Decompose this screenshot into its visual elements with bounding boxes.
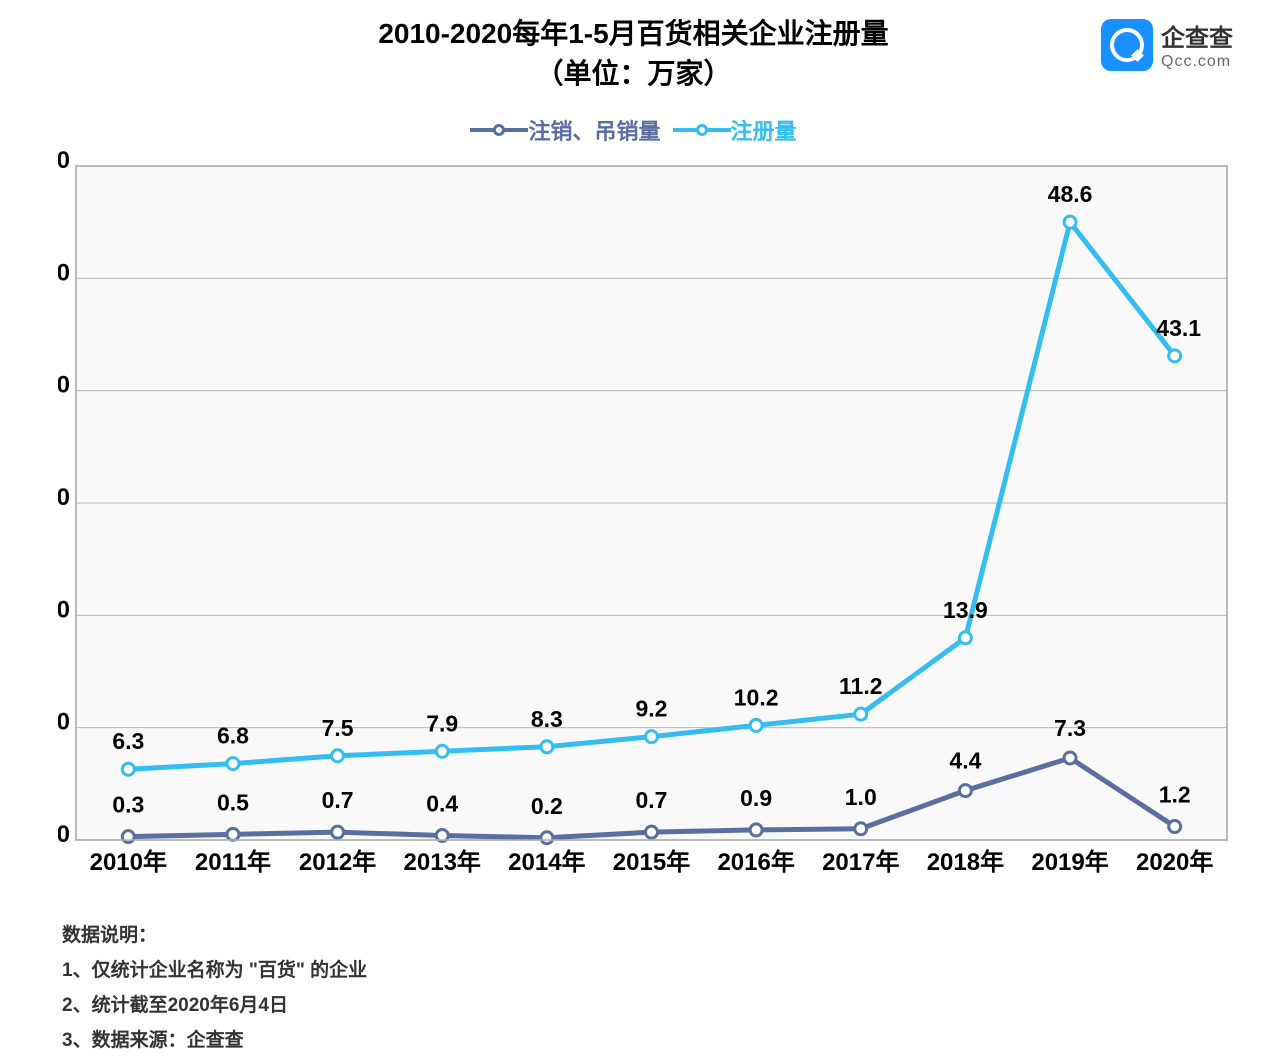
svg-text:6.3: 6.3 [112,728,144,754]
svg-text:2016年: 2016年 [717,848,794,876]
footer-note-1: 1、仅统计企业名称为 "百货" 的企业 [62,955,367,982]
svg-text:2011年: 2011年 [195,848,271,876]
title-line-2: （单位：万家） [0,54,1267,94]
legend-label: 注销、吊销量 [528,114,660,146]
brand-logo: 企查查 Qcc.com [1101,18,1233,71]
logo-name: 企查查 [1161,18,1233,53]
footer-notes: 数据说明： 1、仅统计企业名称为 "百货" 的企业 2、统计截至2020年6月4… [62,920,367,1060]
svg-text:10.0: 10.0 [58,709,70,736]
chart-svg: 0.0 10.0 20.0 30.0 40.0 50.0 60.0 2010年 2011年 201… [58,150,1233,880]
svg-text:2020年: 2020年 [1136,848,1213,876]
svg-text:60.0: 60.0 [58,150,70,174]
svg-text:2017年: 2017年 [822,848,899,876]
svg-text:30.0: 30.0 [58,484,70,511]
footer-heading: 数据说明： [62,920,367,947]
logo-icon [1101,19,1153,71]
svg-text:0.9: 0.9 [740,785,772,811]
svg-text:0.4: 0.4 [426,791,458,817]
svg-text:2010年: 2010年 [90,848,167,876]
svg-text:0.7: 0.7 [322,787,354,813]
svg-text:6.8: 6.8 [217,723,249,749]
svg-text:10.2: 10.2 [734,684,779,710]
legend-item: 注册量 [673,114,797,146]
svg-text:43.1: 43.1 [1156,315,1201,341]
svg-text:0.2: 0.2 [531,793,563,819]
svg-text:0.5: 0.5 [217,789,249,815]
footer-note-2: 2、统计截至2020年6月4日 [62,990,367,1017]
svg-text:4.4: 4.4 [949,748,981,774]
svg-text:1.0: 1.0 [845,784,877,810]
svg-text:0.3: 0.3 [112,792,144,818]
svg-text:7.5: 7.5 [322,715,354,741]
svg-text:48.6: 48.6 [1048,181,1093,207]
svg-text:2018年: 2018年 [927,848,1004,876]
svg-text:1.2: 1.2 [1159,782,1191,808]
svg-text:11.2: 11.2 [839,673,883,699]
svg-text:7.9: 7.9 [426,710,458,736]
svg-text:2019年: 2019年 [1031,848,1108,876]
legend-item: 注销、吊销量 [470,114,660,146]
chart-title: 2010-2020每年1-5月百货相关企业注册量 （单位：万家） [0,14,1267,94]
svg-text:8.3: 8.3 [531,706,563,732]
svg-text:9.2: 9.2 [636,696,668,722]
svg-text:50.0: 50.0 [58,259,70,286]
logo-q-glyph [1110,28,1144,62]
svg-text:2014年: 2014年 [508,848,585,876]
svg-text:2012年: 2012年 [299,848,376,876]
title-line-1: 2010-2020每年1-5月百货相关企业注册量 [0,14,1267,54]
svg-text:40.0: 40.0 [58,372,70,399]
logo-text: 企查查 Qcc.com [1161,18,1233,71]
line-chart: 0.0 10.0 20.0 30.0 40.0 50.0 60.0 2010年 2011年 201… [58,150,1233,880]
svg-text:7.3: 7.3 [1054,715,1086,741]
svg-text:20.0: 20.0 [58,596,70,623]
svg-text:2013年: 2013年 [404,848,481,876]
svg-text:0.0: 0.0 [58,821,70,848]
logo-url: Qcc.com [1161,53,1233,71]
svg-text:13.9: 13.9 [943,597,988,623]
legend-label: 注册量 [731,114,797,146]
chart-legend: 注销、吊销量 注册量 [0,112,1267,146]
svg-text:2015年: 2015年 [613,848,690,876]
svg-text:0.7: 0.7 [636,787,668,813]
